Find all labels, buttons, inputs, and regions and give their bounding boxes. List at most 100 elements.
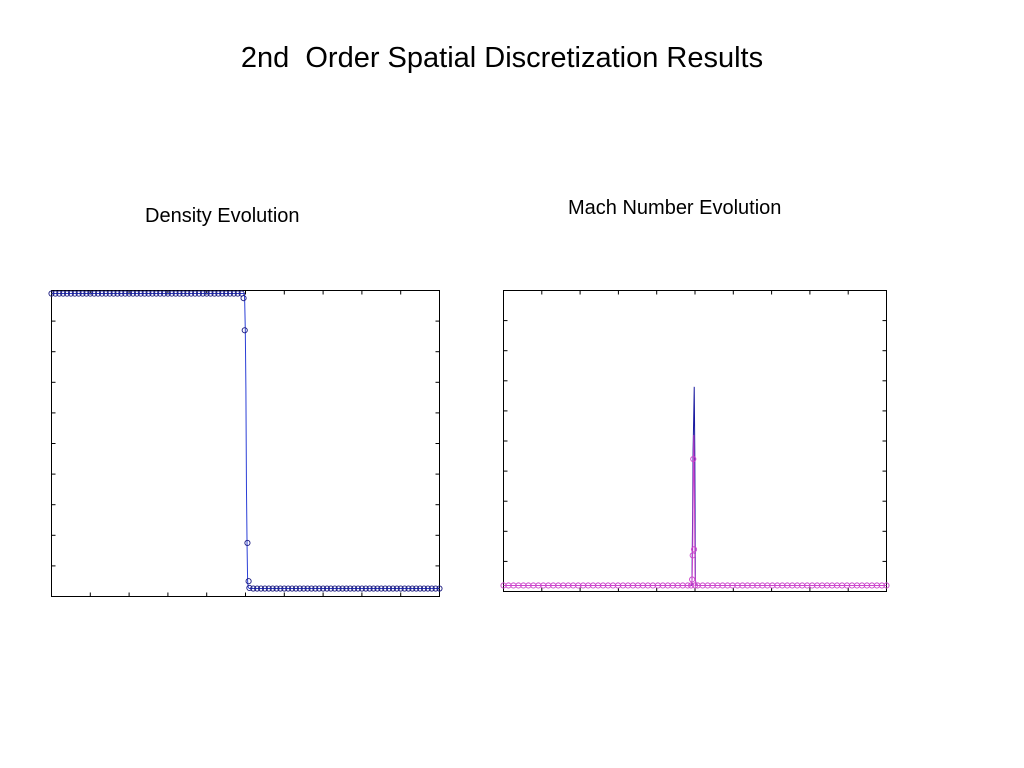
data-point (405, 585, 412, 592)
data-point (141, 290, 148, 297)
data-point (358, 585, 365, 592)
data-point (98, 290, 105, 297)
mach-plot (500, 290, 890, 592)
data-point (413, 585, 420, 592)
data-point (320, 585, 327, 592)
data-point (316, 585, 323, 592)
data-point (296, 585, 303, 592)
data-point (83, 290, 90, 297)
data-point (304, 585, 311, 592)
data-point (215, 290, 222, 297)
data-point (207, 290, 214, 297)
data-point (195, 290, 202, 297)
data-point (118, 290, 125, 297)
data-point (689, 552, 696, 559)
data-point (52, 290, 59, 297)
data-point (269, 585, 276, 592)
data-point (95, 290, 102, 297)
data-point (246, 584, 253, 591)
data-point (397, 585, 404, 592)
data-point (370, 585, 377, 592)
data-point (374, 585, 381, 592)
data-point (265, 585, 272, 592)
data-point (129, 290, 137, 297)
density-chart-title: Density Evolution (145, 205, 300, 227)
data-point (409, 585, 416, 592)
data-point (168, 290, 175, 297)
data-point (184, 290, 191, 297)
data-point (79, 290, 86, 297)
data-point (56, 290, 63, 297)
data-point (308, 585, 315, 592)
data-point (424, 585, 431, 592)
data-point (261, 585, 268, 592)
data-point (164, 290, 171, 297)
data-point (48, 290, 55, 297)
data-point (417, 585, 424, 592)
data-point (211, 290, 218, 297)
data-point (691, 582, 699, 589)
data-point (223, 290, 230, 297)
data-point (277, 585, 284, 592)
data-point (335, 585, 342, 592)
data-point (428, 585, 435, 592)
data-point (281, 585, 288, 592)
data-point (436, 585, 443, 592)
data-point (180, 290, 187, 297)
data-point (285, 585, 292, 592)
data-point (245, 578, 252, 585)
data-point (331, 585, 338, 592)
data-point (203, 290, 210, 297)
data-point (366, 585, 373, 592)
data-point (188, 290, 195, 297)
data-point (401, 585, 408, 592)
data-point (690, 456, 697, 463)
data-point (145, 290, 152, 297)
series-line-0 (51, 293, 440, 590)
data-point (432, 585, 439, 592)
data-point (241, 327, 248, 334)
data-point (347, 585, 354, 592)
data-point (122, 290, 129, 297)
density-plot (48, 290, 443, 597)
data-point (226, 290, 234, 297)
data-point (230, 290, 237, 297)
mach-chart-title: Mach Number Evolution (568, 197, 782, 219)
data-point (273, 585, 280, 592)
data-point (378, 585, 385, 592)
data-point (257, 585, 265, 592)
data-point (149, 290, 156, 297)
data-point (199, 290, 206, 297)
data-point (87, 290, 94, 297)
data-point (688, 582, 695, 589)
data-point (172, 290, 179, 297)
data-point (689, 576, 696, 583)
data-point (254, 585, 261, 592)
data-point (292, 585, 299, 592)
data-point (234, 290, 241, 297)
data-point (343, 585, 350, 592)
data-point (244, 539, 251, 546)
data-point (114, 290, 121, 297)
data-point (133, 290, 140, 297)
data-point (690, 546, 698, 553)
data-point (389, 585, 396, 592)
data-point (240, 295, 247, 302)
data-point (192, 290, 199, 297)
data-point (63, 290, 71, 297)
data-point (67, 290, 74, 297)
data-point (250, 585, 257, 592)
data-point (75, 290, 82, 297)
data-point (382, 585, 389, 592)
data-point (60, 290, 67, 297)
data-point (289, 585, 296, 592)
data-point (219, 290, 226, 297)
data-point (312, 585, 319, 592)
data-point (354, 585, 362, 592)
data-point (684, 582, 691, 589)
data-point (110, 290, 117, 297)
data-point (393, 585, 400, 592)
data-point (91, 290, 98, 297)
data-point (339, 585, 346, 592)
data-point (386, 585, 393, 592)
